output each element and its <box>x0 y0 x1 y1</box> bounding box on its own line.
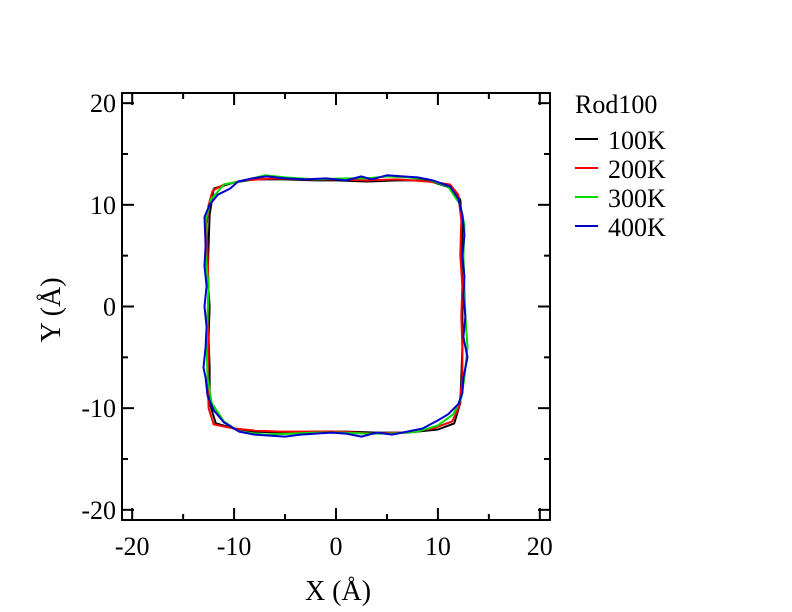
legend-label-200K: 200K <box>608 155 666 184</box>
tick-labels: -20 -10 0 10 20 -20 -10 0 10 20 <box>81 89 552 561</box>
plot-frame <box>121 92 551 521</box>
series-lines <box>202 174 469 438</box>
y-axis-label: Y (Å) <box>36 277 67 342</box>
y-tick-label: 10 <box>90 191 116 220</box>
series-line-100K <box>206 178 464 434</box>
legend-label-100K: 100K <box>608 126 666 155</box>
legend-label-400K: 400K <box>608 213 666 242</box>
series-line-200K <box>205 177 464 435</box>
y-tick-label: -10 <box>81 394 116 423</box>
legend-title: Rod100 <box>575 90 657 119</box>
x-tick-label: -10 <box>217 532 252 561</box>
y-tick-label: 20 <box>90 89 116 118</box>
x-axis-label: X (Å) <box>305 576 371 607</box>
x-tick-label: 10 <box>425 532 451 561</box>
legend-label-300K: 300K <box>608 184 666 213</box>
y-tick-label: 0 <box>103 293 116 322</box>
series-line-400K <box>202 174 469 438</box>
x-tick-label: 20 <box>527 532 553 561</box>
y-tick-label: -20 <box>81 496 116 525</box>
x-tick-label: 0 <box>330 532 343 561</box>
x-tick-label: -20 <box>115 532 150 561</box>
